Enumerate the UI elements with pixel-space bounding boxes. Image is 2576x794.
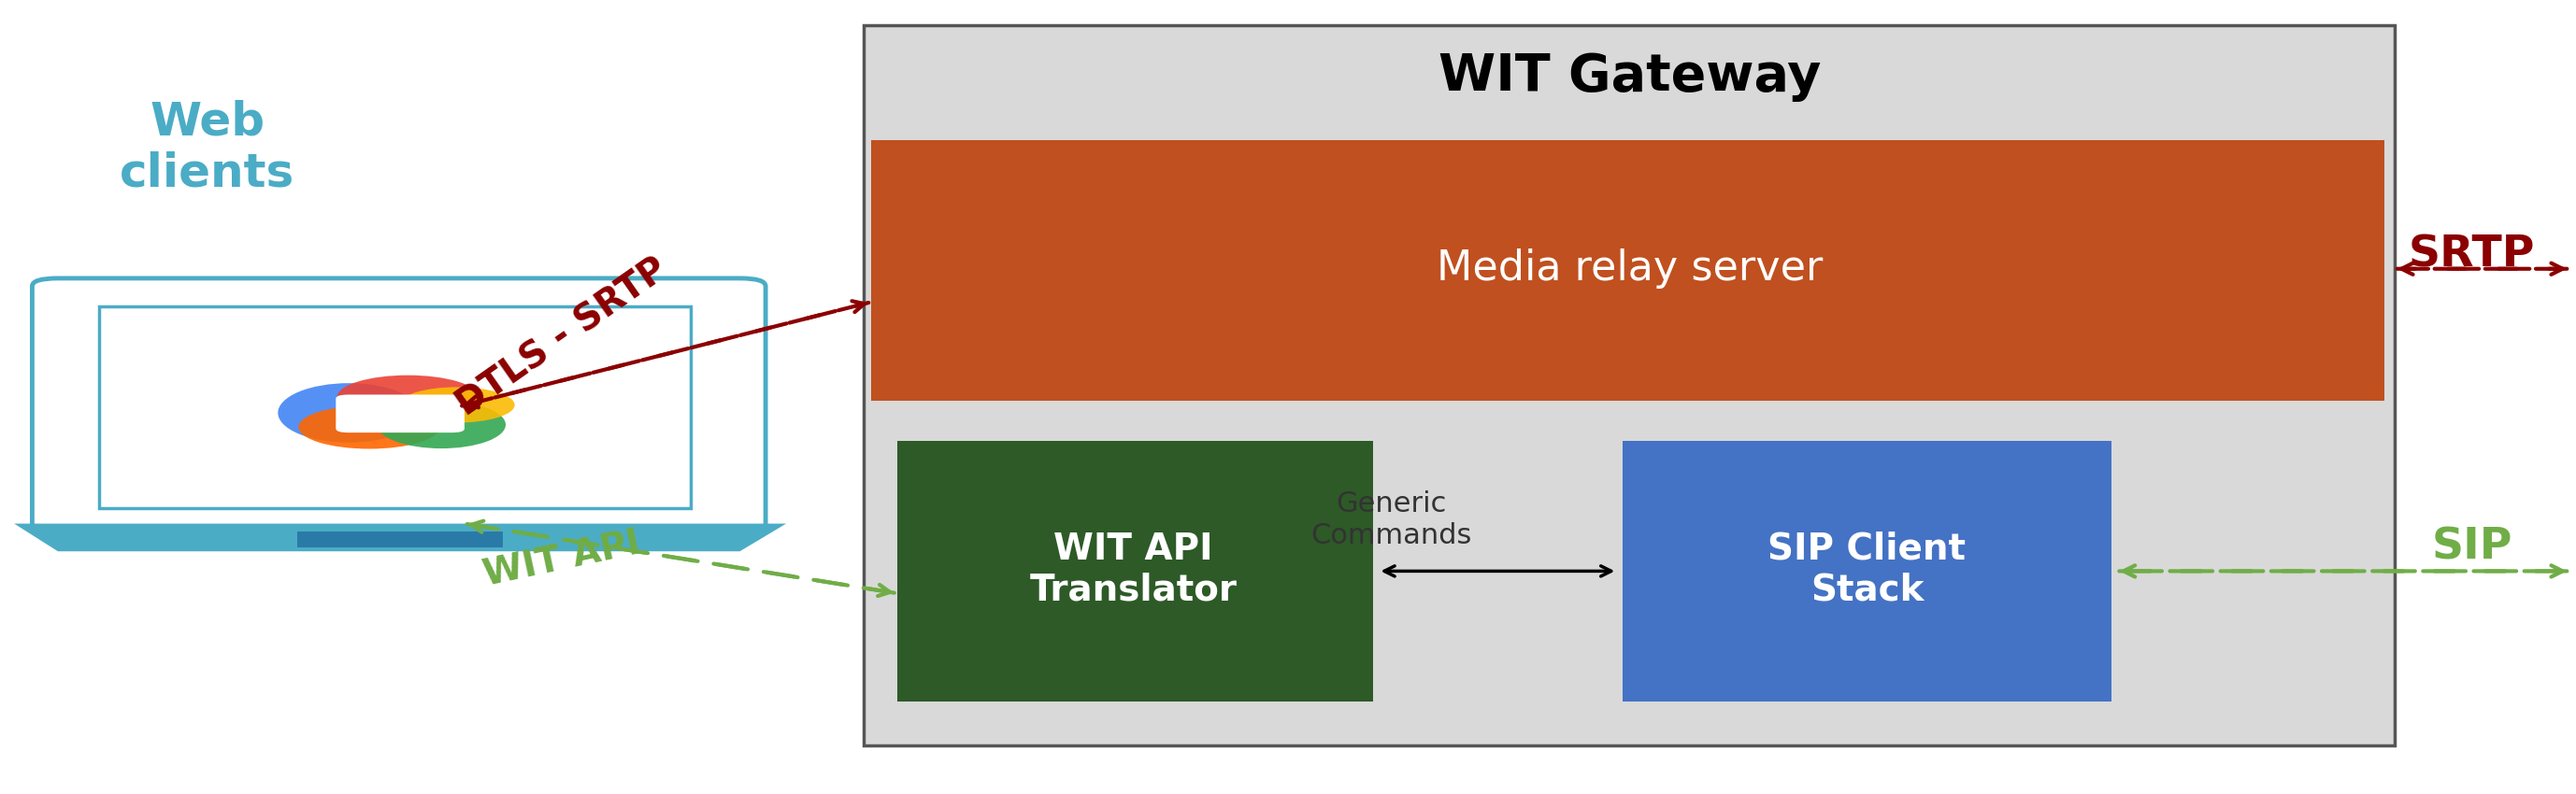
Text: WIT API: WIT API [482,526,644,593]
FancyBboxPatch shape [1623,441,2112,702]
Text: Generic
Commands: Generic Commands [1311,491,1471,549]
FancyBboxPatch shape [871,140,2385,401]
Ellipse shape [399,387,515,422]
FancyBboxPatch shape [296,531,502,547]
Text: WIT API
Translator: WIT API Translator [1030,531,1236,608]
Text: SIP: SIP [2432,526,2512,569]
Ellipse shape [376,401,505,449]
FancyBboxPatch shape [335,395,464,433]
Text: Media relay server: Media relay server [1437,249,1824,289]
Ellipse shape [337,376,479,418]
Text: Web
clients: Web clients [118,99,294,196]
FancyBboxPatch shape [896,441,1373,702]
Text: SIP Client
Stack: SIP Client Stack [1767,531,1965,608]
Text: SRTP: SRTP [2409,233,2535,276]
FancyBboxPatch shape [863,25,2396,746]
Text: WIT Gateway: WIT Gateway [1440,52,1821,102]
Polygon shape [13,523,786,551]
Text: DTLS - SRTP: DTLS - SRTP [451,252,675,423]
Ellipse shape [299,405,440,449]
FancyBboxPatch shape [31,278,765,531]
FancyBboxPatch shape [98,306,690,508]
Ellipse shape [278,384,420,442]
